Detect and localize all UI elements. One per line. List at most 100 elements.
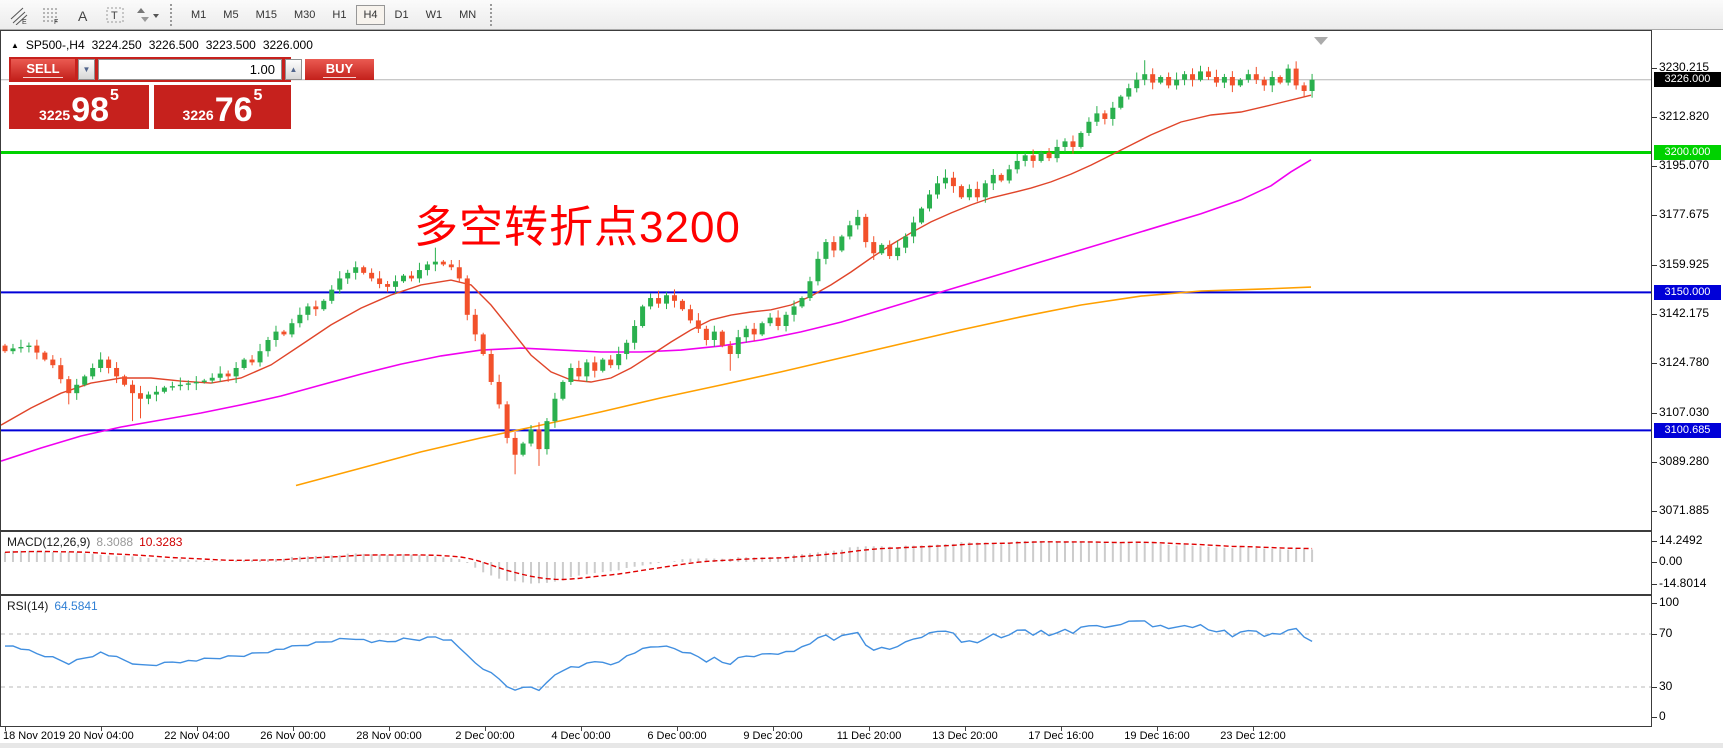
price-axis-label: 3089.280 bbox=[1659, 454, 1710, 468]
top-toolbar: E F A T M1 M5 M15 M30 H1 H4 D1 W1 MN bbox=[0, 0, 1723, 30]
date-tick bbox=[677, 727, 678, 731]
bid-prefix: 3225 bbox=[39, 107, 71, 123]
date-label: 9 Dec 20:00 bbox=[743, 730, 803, 742]
volume-up-button[interactable]: ▲ bbox=[285, 59, 302, 80]
collapse-arrow-icon[interactable]: ▲ bbox=[11, 40, 19, 50]
symbol-name: SP500-,H4 bbox=[25, 38, 85, 52]
timeframe-w1-button[interactable]: W1 bbox=[425, 8, 443, 21]
date-label: 13 Dec 20:00 bbox=[932, 730, 998, 742]
ohlc-high: 3226.500 bbox=[148, 38, 199, 52]
axis-tick bbox=[1652, 603, 1657, 604]
bid-pip-digit: 5 bbox=[110, 87, 119, 104]
ma-mid-magenta-line bbox=[1, 159, 1312, 462]
ohlc-open: 3224.250 bbox=[91, 38, 142, 52]
rsi-svg bbox=[1, 620, 1651, 692]
macd-indicator-panel[interactable]: MACD(12,26,9) 8.3088 10.3283 bbox=[0, 531, 1652, 595]
price-axis-label: 3124.780 bbox=[1659, 355, 1710, 369]
svg-text:F: F bbox=[54, 19, 58, 25]
ma-fast-red-line bbox=[1, 94, 1312, 426]
axis-tick bbox=[1652, 363, 1657, 364]
svg-text:T: T bbox=[111, 10, 118, 22]
date-tick bbox=[485, 727, 486, 731]
price-chart-svg[interactable] bbox=[1, 31, 1651, 530]
date-label: 18 Nov 2019 bbox=[3, 730, 66, 742]
one-click-trade-panel: SELL ▼ ▲ BUY 3225 98 5 3226 76 5 bbox=[9, 57, 374, 129]
ask-prefix: 3226 bbox=[182, 107, 214, 123]
axis-tick bbox=[1652, 166, 1657, 167]
date-label: 20 Nov 04:00 bbox=[68, 730, 134, 742]
price-axis-label: 3212.820 bbox=[1659, 109, 1710, 123]
toolbar-separator bbox=[490, 3, 494, 26]
date-tick bbox=[5, 727, 6, 731]
date-label: 23 Dec 12:00 bbox=[1220, 730, 1286, 742]
equidistant-channel-tool-icon[interactable]: E bbox=[6, 3, 32, 27]
price-badge-3200.000: 3200.000 bbox=[1654, 145, 1721, 160]
volume-input[interactable] bbox=[98, 59, 282, 80]
svg-text:E: E bbox=[22, 19, 27, 25]
macd-signal-line bbox=[4, 541, 1313, 581]
axis-tick bbox=[1652, 265, 1657, 266]
svg-text:A: A bbox=[78, 8, 88, 24]
price-axis-label: 3071.885 bbox=[1659, 503, 1710, 517]
axis-tick bbox=[1652, 717, 1657, 718]
fibonacci-tool-icon[interactable]: F bbox=[38, 3, 64, 27]
bid-quote[interactable]: 3225 98 5 bbox=[9, 85, 149, 129]
sell-button[interactable]: SELL bbox=[11, 59, 75, 80]
window-bottom-strip bbox=[0, 743, 1723, 748]
axis-tick bbox=[1652, 584, 1657, 585]
macd-signal-value: 10.3283 bbox=[139, 535, 183, 549]
ask-pip-digit: 5 bbox=[253, 87, 263, 104]
price-axis-label: 3159.925 bbox=[1659, 257, 1710, 271]
rsi-label: RSI(14) 64.5841 bbox=[7, 599, 98, 613]
timeframe-m30-button[interactable]: M30 bbox=[293, 8, 316, 21]
buy-button[interactable]: BUY bbox=[305, 59, 374, 80]
macd-svg bbox=[4, 540, 1314, 584]
date-tick bbox=[869, 727, 870, 731]
timeframe-h1-button[interactable]: H1 bbox=[332, 8, 347, 21]
date-tick bbox=[389, 727, 390, 731]
date-label: 17 Dec 16:00 bbox=[1028, 730, 1094, 742]
axis-tick bbox=[1652, 117, 1657, 118]
macd-label: MACD(12,26,9) 8.3088 10.3283 bbox=[7, 535, 183, 549]
axis-tick bbox=[1652, 687, 1657, 688]
timeframe-h4-button[interactable]: H4 bbox=[356, 4, 385, 25]
price-badge-3100.685: 3100.685 bbox=[1654, 423, 1721, 438]
chart-annotation: 多空转折点3200 bbox=[414, 203, 741, 252]
date-label: 2 Dec 00:00 bbox=[455, 730, 515, 742]
axis-tick bbox=[1652, 314, 1657, 315]
date-tick bbox=[581, 727, 582, 731]
timeframe-m15-button[interactable]: M15 bbox=[255, 8, 277, 21]
timeframe-m5-button[interactable]: M5 bbox=[223, 8, 239, 21]
date-label: 28 Nov 00:00 bbox=[356, 730, 422, 742]
axis-tick bbox=[1652, 562, 1657, 563]
macd-axis-label: -14.8014 bbox=[1659, 576, 1707, 590]
candles-layer bbox=[2, 60, 1315, 475]
text-tool-icon[interactable]: T bbox=[102, 3, 128, 27]
date-tick bbox=[197, 727, 198, 731]
ask-quote[interactable]: 3226 76 5 bbox=[154, 85, 291, 129]
timeframe-d1-button[interactable]: D1 bbox=[394, 8, 409, 21]
price-axis-label: 3142.175 bbox=[1659, 306, 1710, 320]
price-chart-panel[interactable]: ▲ SP500-,H4 3224.250 3226.500 3223.500 3… bbox=[0, 30, 1652, 531]
macd-histogram bbox=[4, 540, 1314, 584]
axis-tick bbox=[1652, 634, 1657, 635]
ohlc-low: 3223.500 bbox=[205, 38, 256, 52]
date-tick bbox=[293, 727, 294, 731]
axis-tick bbox=[1652, 511, 1657, 512]
price-axis-label: 3230.215 bbox=[1659, 60, 1710, 74]
arrows-tool-icon[interactable] bbox=[134, 3, 160, 27]
price-axis-label: 3195.070 bbox=[1659, 158, 1710, 172]
date-label: 19 Dec 16:00 bbox=[1124, 730, 1190, 742]
toolbar-separator bbox=[170, 3, 174, 26]
timeframe-mn-button[interactable]: MN bbox=[459, 8, 477, 21]
volume-down-button[interactable]: ▼ bbox=[78, 59, 95, 80]
date-tick bbox=[1253, 727, 1254, 731]
trade-controls-row: SELL ▼ ▲ BUY bbox=[9, 57, 374, 82]
rsi-axis-label: 0 bbox=[1659, 709, 1666, 723]
rsi-value: 64.5841 bbox=[54, 599, 98, 613]
macd-main-value: 8.3088 bbox=[96, 535, 134, 549]
rsi-indicator-panel[interactable]: RSI(14) 64.5841 bbox=[0, 595, 1652, 727]
timeframe-m1-button[interactable]: M1 bbox=[191, 8, 207, 21]
text-label-tool-icon[interactable]: A bbox=[70, 3, 96, 27]
